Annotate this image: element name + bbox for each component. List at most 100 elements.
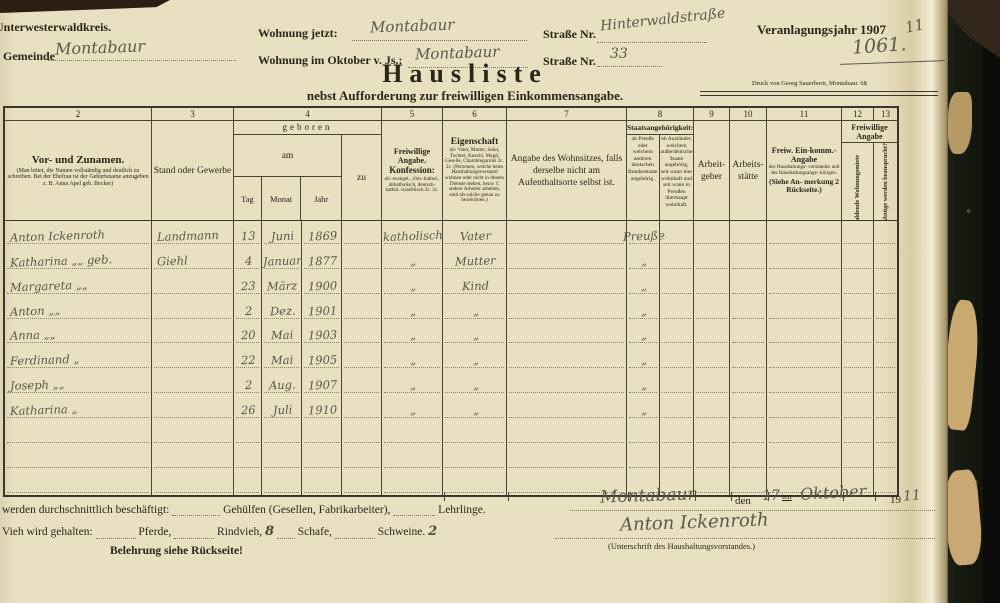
table-line-stub: [508, 492, 509, 501]
handwritten-jahr: 1877: [307, 253, 338, 269]
handwritten-konfession: „: [409, 353, 417, 368]
handwritten-konfession: „: [409, 303, 417, 318]
cell-eigenschaft: „: [443, 395, 507, 421]
geboren-label: geboren: [234, 121, 381, 135]
staat-preusse-note: ob Preuße oder welchem anderen deutschen…: [627, 135, 660, 220]
cell-name: [5, 469, 152, 495]
cell-einkommen: [767, 320, 842, 346]
cell-miete: [842, 221, 874, 246]
cell-eigenschaft: [443, 469, 507, 495]
cell-konfession: „: [382, 295, 443, 321]
cell-arbeitsstaette: [730, 395, 767, 421]
col-arbeitsstaette-header: 10 Arbeits- stätte: [730, 108, 767, 220]
cell-tag: 20: [234, 320, 262, 346]
handwritten-name: Katharina „„ geb.: [9, 251, 113, 270]
cell-abzuege: [874, 470, 897, 495]
col-names-header: 2 Vor- und Zunamen. (Man bittet, die Nam…: [5, 108, 152, 220]
wohnsitz-title: Angabe des Wohnsitzes, falls derselbe ni…: [510, 153, 623, 188]
fill-blank: [393, 504, 436, 516]
cell-miete: [842, 320, 874, 346]
cell-stand: Landmann: [152, 221, 234, 246]
wohnung-oktober-label: Wohnung im Oktober v. Js.:: [258, 53, 403, 67]
footer-line-vieh: Vieh wird gehalten: Pferde, Rindvieh, 8 …: [2, 524, 437, 539]
cell-zu: [342, 445, 382, 470]
cell-abzuege: [874, 296, 897, 321]
form-title: Hausliste: [382, 59, 548, 88]
col-names-note: (Man bittet, die Namen vollständig und d…: [7, 167, 149, 187]
handwritten-monat: Dez.: [269, 303, 296, 318]
form-page: Unterwesterwaldkreis. Gemeinde Montabaur…: [0, 0, 948, 603]
col-number: 9: [694, 108, 729, 121]
table-line-stub: [444, 492, 445, 501]
cell-abzuege: [874, 370, 897, 395]
fill-blank: [276, 527, 295, 539]
fill-blank: [172, 504, 221, 516]
handwritten-tag: 13: [240, 228, 256, 244]
cell-wohnsitz: [507, 445, 627, 470]
cell-abzuege: [874, 271, 897, 296]
cell-miete: [842, 245, 874, 271]
beschaeftigt-label: werden durchschnittlich beschäftigt:: [2, 504, 170, 516]
cell-tag: 23: [234, 270, 262, 296]
cell-jahr: 1901: [302, 295, 342, 321]
cell-arbeitsstaette: [730, 295, 767, 321]
handwritten-name: Anna „„: [9, 327, 56, 344]
cell-auslaender: [660, 221, 694, 246]
cell-wohnsitz: [507, 345, 627, 371]
cell-einkommen: [767, 270, 842, 296]
cell-eigenschaft: „: [443, 320, 507, 346]
veranlagungsjahr-handwritten: 11: [903, 15, 926, 37]
freiwillige-angabe-title: Freiwillige Angabe: [842, 121, 897, 143]
table-row: Katharina „ 26 Juli 1910 „ „ „: [5, 395, 897, 421]
cell-eigenschaft: Kind: [443, 270, 507, 296]
handwritten-jahr: 1907: [307, 377, 338, 393]
cell-staat: „: [627, 295, 660, 321]
cell-stand: [152, 469, 234, 495]
cell-konfession: „: [382, 345, 443, 371]
signature-caption: (Unterschrift des Haushaltungsvorstandes…: [608, 541, 756, 551]
cell-auslaender: [660, 295, 694, 321]
handwritten-monat: Juli: [272, 402, 293, 418]
cell-jahr: [302, 420, 342, 446]
cell-stand: [152, 320, 234, 346]
cell-wohnsitz: [507, 270, 627, 296]
handwritten-jahr: 1905: [307, 352, 338, 368]
handwritten-konfession: „: [409, 402, 417, 418]
col-freiwillige-angabe-header: 12 13 Freiwillige Angabe Zu zahlende Woh…: [842, 108, 897, 220]
cell-jahr: 1877: [302, 245, 342, 271]
cell-arbeitgeber: [694, 270, 730, 296]
cell-tag: [234, 469, 262, 495]
am-label: am: [234, 135, 341, 177]
cell-zu: [342, 221, 382, 246]
folio-underline: [840, 60, 945, 65]
table-row: Anton „„ 2 Dez. 1901 „ „ „: [5, 295, 897, 321]
cell-name: Anna „„: [5, 320, 152, 346]
cell-name: [5, 445, 152, 470]
handwritten-monat: Januar: [262, 253, 303, 269]
fill-line: [597, 42, 707, 43]
cell-einkommen: [767, 420, 842, 446]
cell-jahr: 1869: [302, 221, 342, 246]
table-line-stub: [731, 492, 732, 501]
cell-arbeitgeber: [694, 320, 730, 346]
cell-abzuege: [874, 221, 897, 246]
signature-handwritten: Anton Ickenroth: [619, 509, 769, 536]
cell-arbeitgeber: [694, 295, 730, 321]
footer-line-beschaeftigte: werden durchschnittlich beschäftigt: Geh…: [2, 504, 486, 516]
table-line-stub: [875, 492, 876, 501]
cell-monat: Mai: [262, 345, 302, 371]
einkommen-note: des Haushaltungs- vorstandes und der Hau…: [768, 164, 840, 176]
cell-zu: [342, 320, 382, 346]
cell-tag: 26: [234, 395, 262, 421]
cell-jahr: [302, 469, 342, 495]
cell-auslaender: [660, 245, 694, 271]
fill-blank: [174, 527, 215, 539]
strasse2-value-handwritten: 33: [610, 46, 628, 62]
cell-monat: Mai: [262, 320, 302, 346]
cell-auslaender: [660, 395, 694, 421]
arbeitsstaette-title: Arbeits-: [732, 159, 764, 170]
col-number: 2: [5, 108, 151, 121]
cell-jahr: 1907: [302, 370, 342, 396]
col-geboren-header: 4 geboren am Tag Monat Jahr zu: [234, 108, 382, 220]
handwritten-staat: „: [640, 378, 648, 393]
